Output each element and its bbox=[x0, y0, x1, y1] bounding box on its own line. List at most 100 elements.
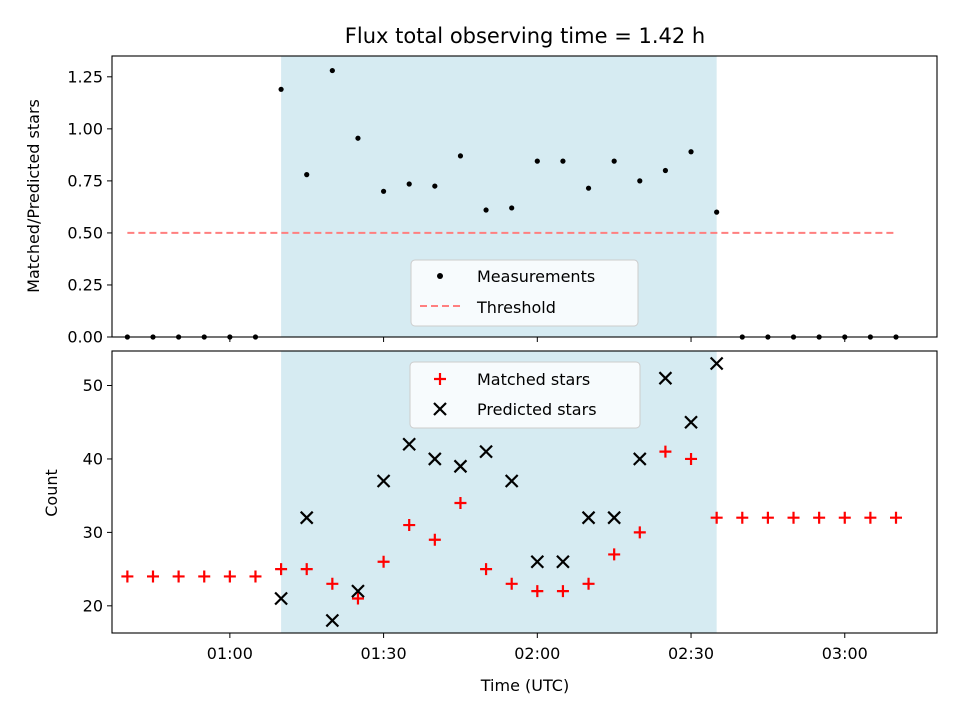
measurement-point bbox=[457, 153, 464, 159]
matched-star-point bbox=[146, 570, 159, 583]
x-tick-label: 03:00 bbox=[822, 644, 868, 663]
matched-star-point bbox=[556, 585, 569, 598]
predicted-star-point bbox=[633, 452, 647, 466]
matched-star-point bbox=[659, 445, 672, 458]
matched-star-point bbox=[377, 555, 390, 568]
predicted-star-point bbox=[709, 356, 724, 371]
measurement-point bbox=[329, 67, 335, 74]
bottom-axes-frame bbox=[111, 350, 938, 634]
measurement-points bbox=[124, 67, 899, 340]
matched-star-point bbox=[326, 577, 339, 590]
measurement-point bbox=[380, 188, 387, 194]
top-y-axis-label: Matched/Predicted stars bbox=[24, 99, 43, 293]
y-tick-label: 20 bbox=[83, 596, 103, 615]
y-tick-label: 0.25 bbox=[67, 275, 103, 294]
legend-marker-predicted bbox=[433, 402, 447, 416]
measurement-point bbox=[278, 86, 284, 92]
predicted-star-point bbox=[581, 510, 596, 525]
measurement-point bbox=[637, 178, 643, 184]
predicted-star-point bbox=[325, 613, 340, 628]
bottom-panel: 20 30 40 50 01:00 01:30 02:00 02:30 03:00 Time … bbox=[42, 350, 938, 695]
measurement-point bbox=[304, 172, 310, 178]
matched-star-point bbox=[813, 511, 826, 524]
matched-star-point bbox=[300, 563, 313, 576]
measurement-point bbox=[483, 207, 489, 213]
matched-star-point bbox=[172, 570, 185, 583]
x-tick-label: 01:30 bbox=[361, 644, 407, 663]
matched-star-point bbox=[249, 570, 262, 583]
predicted-star-point bbox=[428, 452, 442, 466]
matched-star-point bbox=[223, 570, 236, 583]
matched-star-point bbox=[890, 511, 903, 524]
y-tick-label: 1.25 bbox=[67, 67, 103, 86]
predicted-star-point bbox=[274, 591, 288, 606]
top-legend-box bbox=[410, 259, 639, 327]
measurement-point bbox=[688, 149, 694, 155]
matched-star-point bbox=[838, 511, 851, 524]
chart-title: Flux total observing time = 1.42 h bbox=[345, 24, 705, 48]
measurement-point bbox=[560, 158, 566, 164]
matched-star-point bbox=[403, 519, 416, 532]
matched-star-point bbox=[710, 511, 723, 524]
matched-star-point bbox=[608, 548, 621, 561]
measurement-point bbox=[509, 205, 515, 211]
measurement-point bbox=[534, 158, 540, 164]
bottom-y-ticks: 20 30 40 50 bbox=[83, 376, 112, 615]
top-y-ticks: 0.00 0.25 0.50 0.75 1.00 1.25 bbox=[67, 67, 112, 347]
predicted-star-point bbox=[453, 459, 468, 474]
measurement-point bbox=[432, 183, 438, 189]
matched-star-point bbox=[428, 533, 441, 546]
predicted-star-point bbox=[556, 554, 570, 569]
matched-star-point bbox=[198, 570, 211, 583]
matched-star-point bbox=[351, 592, 364, 605]
matched-star-point bbox=[480, 563, 493, 576]
legend-label-predicted: Predicted stars bbox=[477, 400, 597, 419]
y-tick-label: 40 bbox=[83, 449, 103, 468]
legend-marker-matched bbox=[434, 373, 446, 385]
x-tick-label: 02:00 bbox=[514, 644, 560, 663]
measurement-point bbox=[585, 185, 592, 191]
top-x-ticks bbox=[229, 337, 846, 342]
legend-label-measurements: Measurements bbox=[477, 267, 595, 286]
top-panel: 0.00 0.25 0.50 0.75 1.00 1.25 Flux total obse… bbox=[24, 24, 938, 347]
matched-star-point bbox=[633, 526, 646, 539]
measurement-point bbox=[611, 158, 617, 164]
x-axis-label: Time (UTC) bbox=[480, 676, 569, 695]
matched-star-point bbox=[531, 585, 544, 598]
x-tick-label: 01:00 bbox=[207, 644, 253, 663]
y-tick-label: 30 bbox=[83, 523, 103, 542]
predicted-star-point bbox=[530, 554, 545, 569]
y-tick-label: 0.75 bbox=[67, 171, 103, 190]
measurement-point bbox=[714, 209, 720, 215]
predicted-stars-points bbox=[274, 356, 724, 628]
y-tick-label: 0.50 bbox=[67, 223, 103, 242]
matched-star-point bbox=[685, 452, 698, 465]
legend-label-matched: Matched stars bbox=[477, 370, 590, 389]
x-tick-label: 02:30 bbox=[668, 644, 714, 663]
matched-star-point bbox=[505, 577, 518, 590]
matched-star-point bbox=[736, 511, 749, 524]
y-tick-label: 50 bbox=[83, 376, 103, 395]
legend-label-threshold: Threshold bbox=[476, 298, 556, 317]
measurement-point bbox=[662, 167, 669, 174]
matched-star-point bbox=[454, 497, 467, 510]
matched-star-point bbox=[787, 511, 800, 524]
bottom-x-ticks: 01:00 01:30 02:00 02:30 03:00 bbox=[207, 633, 868, 663]
matched-stars-points bbox=[121, 445, 903, 605]
bottom-legend: Matched stars Predicted stars bbox=[409, 361, 641, 429]
predicted-star-point bbox=[402, 437, 416, 452]
matched-star-point bbox=[582, 577, 595, 590]
predicted-star-point bbox=[479, 444, 493, 459]
predicted-star-point bbox=[684, 415, 698, 430]
matched-star-point bbox=[761, 511, 774, 524]
bottom-y-axis-label: Count bbox=[42, 469, 61, 517]
top-axes-frame bbox=[111, 55, 938, 338]
predicted-star-point bbox=[351, 584, 365, 598]
predicted-star-point bbox=[504, 474, 519, 488]
matched-star-point bbox=[121, 570, 134, 583]
measurement-point bbox=[406, 181, 412, 187]
predicted-star-point bbox=[376, 474, 391, 488]
predicted-star-point bbox=[607, 510, 621, 525]
bottom-legend-box bbox=[409, 361, 641, 429]
